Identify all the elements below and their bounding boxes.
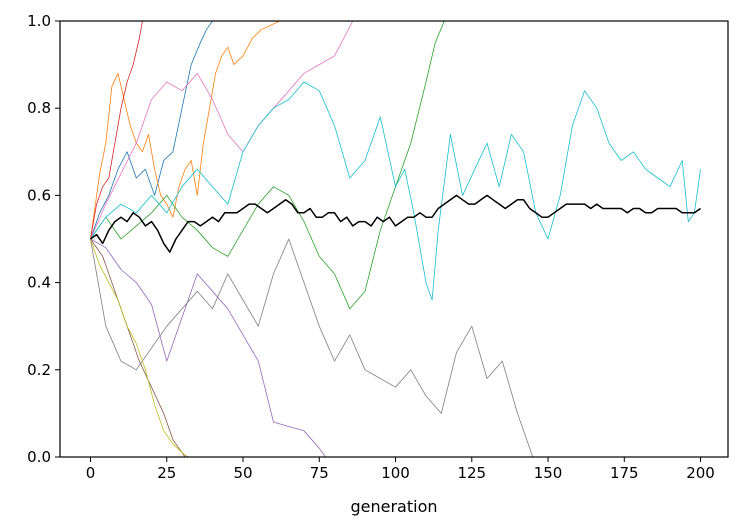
series-line-6	[90, 238, 186, 457]
x-tick-label: 175	[610, 464, 639, 482]
series-line-7	[90, 21, 354, 240]
series-line-9	[90, 238, 189, 457]
y-axis: 0.0 0.2 0.4 0.6 0.8 1.0	[27, 12, 60, 466]
x-axis: 0 25 50 75 100 125 150 175 200	[86, 457, 715, 482]
series-line-8	[90, 238, 534, 457]
y-tick-label: 0.2	[27, 361, 51, 379]
x-tick-label: 75	[310, 464, 329, 482]
x-tick-label: 100	[381, 464, 410, 482]
series-layer	[90, 21, 701, 457]
y-tick-label: 0.4	[27, 274, 51, 292]
y-tick-label: 1.0	[27, 12, 51, 30]
x-tick-label: 0	[86, 464, 96, 482]
y-tick-label: 0.8	[27, 99, 51, 117]
plot-frame	[59, 20, 729, 458]
series-line-5	[90, 238, 326, 457]
x-tick-label: 200	[686, 464, 715, 482]
mean-layer	[90, 194, 701, 253]
x-tick-label: 50	[233, 464, 252, 482]
series-line-10	[90, 81, 701, 301]
y-tick-label: 0.0	[27, 448, 51, 466]
series-line-1	[90, 21, 213, 240]
x-tick-label: 150	[534, 464, 563, 482]
x-tick-label: 25	[157, 464, 176, 482]
mean-series-line	[90, 194, 701, 253]
series-line-2	[90, 21, 292, 240]
x-axis-title: generation	[350, 497, 437, 516]
series-line-4	[90, 21, 143, 240]
x-tick-label: 125	[457, 464, 486, 482]
y-tick-label: 0.6	[27, 186, 51, 204]
